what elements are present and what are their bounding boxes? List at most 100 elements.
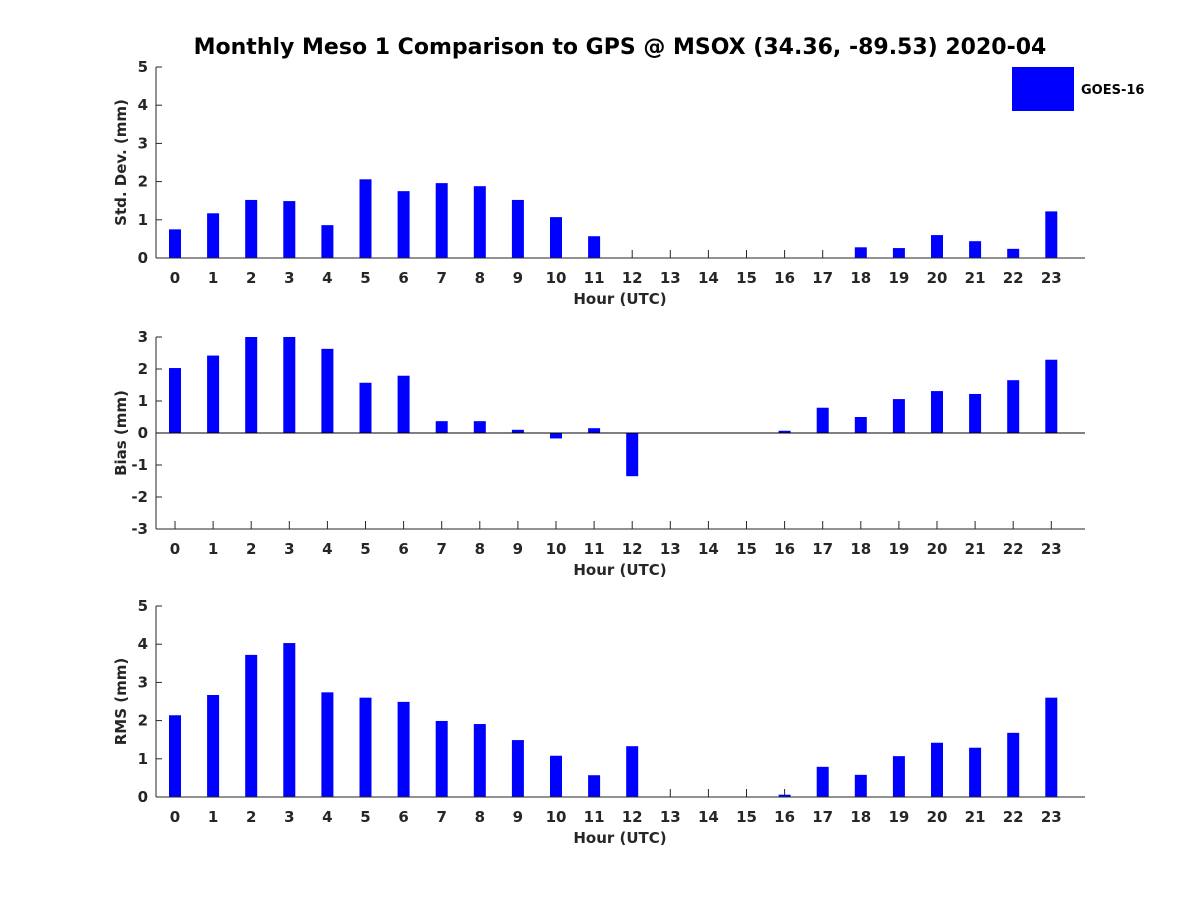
y-tick-label: -3 [131,520,148,538]
bar-hour-6 [397,375,410,433]
x-tick-label: 9 [513,540,523,558]
x-tick-label: 21 [965,540,986,558]
legend-label-goes-16: GOES-16 [1081,83,1144,98]
x-tick-label: 17 [812,540,833,558]
bar-hour-2 [245,337,258,433]
x-tick-label: 6 [398,540,408,558]
bar-hour-0 [169,368,181,433]
bar-hour-18 [854,417,867,433]
x-tick-label: 8 [475,808,485,826]
y-tick-label: 3 [138,134,148,152]
y-tick-label: 0 [138,788,148,806]
x-tick-label: 12 [622,540,643,558]
bar-hour-2 [245,199,258,258]
x-tick-label: 8 [475,540,485,558]
bar-hour-1 [207,355,220,433]
x-tick-label: 12 [622,808,643,826]
y-tick-label: 0 [138,249,148,267]
x-tick-label: 15 [736,808,757,826]
y-axis-label: Std. Dev. (mm) [112,99,130,226]
figure-title: Monthly Meso 1 Comparison to GPS @ MSOX … [194,35,1047,60]
x-tick-label: 0 [170,269,180,287]
y-axis-label: Bias (mm) [112,390,130,476]
x-tick-label: 16 [774,808,795,826]
x-tick-label: 17 [812,808,833,826]
x-tick-label: 20 [927,540,948,558]
bar-hour-9 [511,199,524,258]
bar-hour-10 [550,755,562,797]
x-tick-label: 4 [322,808,332,826]
x-tick-label: 2 [246,808,256,826]
bar-hour-2 [245,654,258,797]
x-axis-label: Hour (UTC) [573,829,666,847]
bar-hour-23 [1045,359,1058,433]
bar-hour-20 [931,391,943,433]
legend: GOES-16 [1012,67,1144,111]
x-tick-label: 4 [322,269,332,287]
bar-hour-6 [397,701,410,797]
y-tick-label: -1 [131,456,148,474]
x-tick-label: 7 [436,269,446,287]
bar-hour-5 [359,697,372,797]
x-tick-label: 21 [965,269,986,287]
x-tick-label: 22 [1003,808,1024,826]
bar-hour-20 [931,235,943,258]
x-axis-label: Hour (UTC) [573,290,666,308]
x-tick-label: 22 [1003,540,1024,558]
x-tick-label: 10 [546,808,567,826]
bar-hour-8 [473,186,486,258]
x-tick-label: 18 [850,269,871,287]
x-tick-label: 21 [965,808,986,826]
x-tick-label: 3 [284,269,294,287]
x-tick-label: 17 [812,269,833,287]
bar-hour-6 [397,191,410,258]
x-tick-label: 23 [1041,540,1062,558]
bar-hour-3 [283,643,296,797]
x-tick-label: 7 [436,540,446,558]
bar-hour-4 [321,348,334,433]
y-tick-label: 2 [138,360,148,378]
x-tick-label: 2 [246,540,256,558]
x-tick-label: 23 [1041,808,1062,826]
y-tick-label: -2 [131,488,148,506]
bar-hour-21 [969,241,982,258]
y-tick-label: 1 [138,750,148,768]
x-tick-label: 11 [584,808,605,826]
x-tick-label: 6 [398,269,408,287]
bar-hour-7 [435,183,448,258]
x-tick-label: 4 [322,540,332,558]
x-tick-label: 1 [208,808,218,826]
x-tick-label: 9 [513,269,523,287]
bar-hour-21 [969,747,982,797]
y-tick-label: 2 [138,173,148,191]
y-axis-label: RMS (mm) [112,658,130,745]
x-tick-label: 0 [170,540,180,558]
x-tick-label: 14 [698,269,719,287]
x-tick-label: 23 [1041,269,1062,287]
x-tick-label: 19 [888,269,909,287]
bar-hour-16 [778,794,791,797]
bar-hour-17 [816,766,829,797]
bar-hour-1 [207,213,220,258]
y-tick-label: 5 [138,597,148,615]
bar-hour-4 [321,692,334,797]
y-tick-label: 5 [138,58,148,76]
x-tick-label: 16 [774,540,795,558]
legend-swatch-goes-16 [1012,67,1074,111]
x-tick-label: 19 [888,540,909,558]
bar-hour-8 [473,421,486,433]
bar-hour-11 [588,236,601,258]
bar-hour-20 [931,742,943,797]
y-tick-label: 2 [138,712,148,730]
x-tick-label: 7 [436,808,446,826]
y-tick-label: 4 [138,96,148,114]
bar-hour-11 [588,428,601,433]
x-tick-label: 13 [660,808,681,826]
bar-hour-1 [207,695,220,797]
bar-hour-22 [1007,732,1020,797]
x-tick-label: 14 [698,540,719,558]
bar-hour-10 [550,433,562,439]
bar-hour-19 [892,756,905,797]
